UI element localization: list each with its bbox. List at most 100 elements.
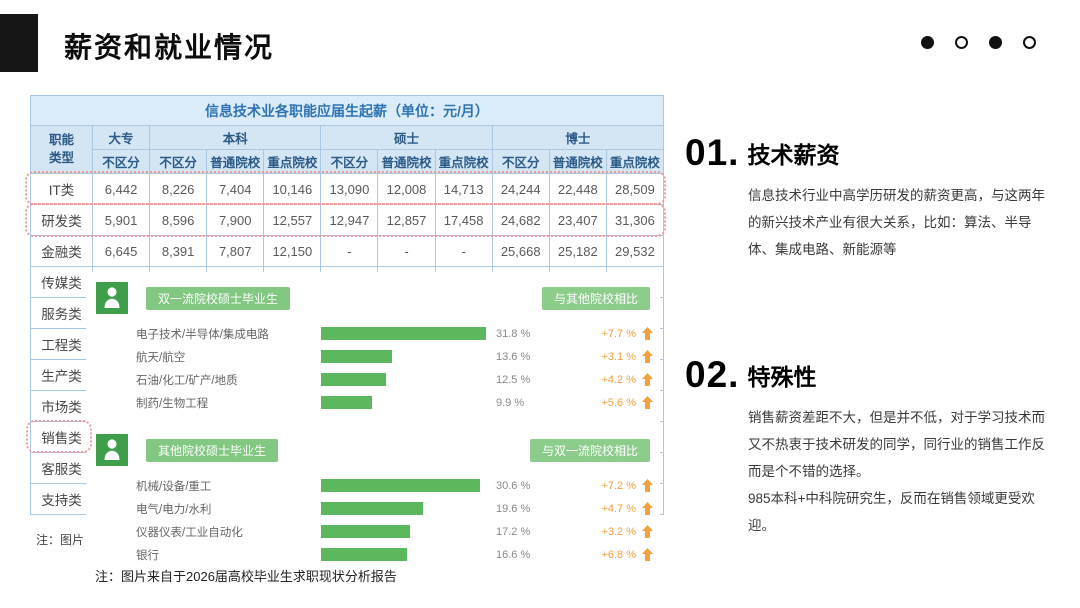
bar-category-label: 制药/生物工程 [136,397,209,410]
job-category-cell: 市场类 [30,390,93,422]
page-dot[interactable] [955,36,968,49]
bar [321,350,392,363]
comparison-chart-panel: 双一流院校硕士毕业生 与其他院校相比 电子技术/半导体/集成电路 31.8 % +7… [86,272,660,562]
bar-track [321,479,496,492]
bar-delta-label: +6.8 % [601,548,636,561]
salary-cell: - [320,235,379,267]
up-arrow-icon [636,479,658,492]
salary-cell: 24,682 [491,204,550,236]
salary-cell: 31,306 [605,204,665,236]
up-arrow-icon [636,350,658,363]
job-category-cell: 服务类 [30,297,93,329]
chart-row: 仪器仪表/工业自动化 17.2 % +3.2 % [86,520,660,543]
bar-delta-label: +4.7 % [601,502,636,515]
salary-cell: 6,645 [91,235,151,267]
point-head: 01. 技术薪资 [685,132,1057,174]
page-dot[interactable] [989,36,1002,49]
bar-delta-label: +3.2 % [601,525,636,538]
chart-row: 电子技术/半导体/集成电路 31.8 % +7.7 % [86,322,660,345]
bar-delta-label: +4.2 % [601,373,636,386]
salary-cell: 22,448 [548,173,607,205]
up-arrow-icon [636,373,658,386]
bar-track [321,548,496,561]
bar [321,525,410,538]
subcolumn-header: 重点院校 [263,149,322,174]
subcolumn-header: 不区分 [491,149,550,174]
chart-row: 银行 16.6 % +6.8 % [86,543,660,566]
bar-track [321,350,496,363]
salary-cell: 12,557 [263,204,322,236]
bar-track [321,373,496,386]
chart-row: 电气/电力/水利 19.6 % +4.7 % [86,497,660,520]
bar-value-label: 31.8 % [496,327,531,340]
point-section-1: 01. 技术薪资 信息技术行业中高学历研发的薪资更高，与这两年的新兴技术产业有很… [685,132,1057,263]
salary-cell: 7,404 [206,173,265,205]
bar-delta-label: +3.1 % [601,350,636,363]
job-category-cell: 生产类 [30,359,93,391]
up-arrow-icon [636,327,658,340]
table-row: IT类 6,442 8,226 7,404 10,146 13,090 12,008 14,7… [30,173,665,205]
bar-track [321,327,496,340]
salary-cell: 12,008 [377,173,436,205]
bar-category-label: 石油/化工/矿产/地质 [136,374,238,387]
up-arrow-icon [636,525,658,538]
subcolumn-header: 不区分 [149,149,208,174]
footnote-partial: 注：图片 [36,533,85,547]
point-body: 销售薪资差距不大，但是并不低，对于学习技术而又不热衷于技术研发的同学，同行业的销… [748,410,1045,533]
salary-cell: 28,509 [605,173,665,205]
point-head: 02. 特殊性 [685,354,1057,396]
bar [321,396,372,409]
bar-value-label: 12.5 % [496,373,531,386]
bar-delta-label: +5.6 % [601,396,636,409]
chart-comparison-label: 与其他院校相比 [541,286,650,310]
up-arrow-icon [636,548,658,561]
page-dot[interactable] [1023,36,1036,49]
bar-category-label: 机械/设备/重工 [136,480,212,493]
job-category-cell: IT类 [30,173,93,205]
salary-cell: 25,668 [491,235,550,267]
up-arrow-icon [636,396,658,409]
chart-group-label: 其他院校硕士毕业生 [146,438,279,462]
salary-cell: 12,150 [263,235,322,267]
chart-header: 其他院校硕士毕业生 与双一流院校相比 [86,424,660,474]
point-number: 01. [685,132,740,173]
subcolumn-header: 普通院校 [548,149,607,174]
up-arrow-icon [636,502,658,515]
chart-group-label: 双一流院校硕士毕业生 [146,286,291,310]
bar-value-label: 13.6 % [496,350,531,363]
point-body: 信息技术行业中高学历研发的薪资更高，与这两年的新兴技术产业有很大关系，比如：算法… [748,188,1045,257]
bar-track [321,502,496,515]
subcolumn-header: 不区分 [91,149,151,174]
chart-row: 机械/设备/重工 30.6 % +7.2 % [86,474,660,497]
bar [321,479,480,492]
salary-cell: 17,458 [434,204,493,236]
bar-value-label: 30.6 % [496,479,531,492]
point-number: 02. [685,354,740,395]
salary-cell: 8,596 [149,204,208,236]
degree-group-header: 大专 [91,125,151,150]
salary-cell: - [434,235,493,267]
degree-group-header: 博士 [491,125,665,150]
bar-value-label: 19.6 % [496,502,531,515]
bar-track [321,525,496,538]
table-row: 研发类 5,901 8,596 7,900 12,557 12,947 12,857 17,4… [30,204,665,236]
bar-delta-label: +7.7 % [601,327,636,340]
job-category-cell: 支持类 [30,483,93,515]
salary-cell: 13,090 [320,173,379,205]
bar [321,548,407,561]
table-title: 信息技术业各职能应届生起薪（单位：元/月） [30,95,664,125]
job-category-cell: 传媒类 [30,266,93,298]
bar-track [321,396,496,409]
page-dot[interactable] [921,36,934,49]
salary-cell: 5,901 [91,204,151,236]
salary-cell: 8,226 [149,173,208,205]
job-category-cell: 销售类 [30,421,93,453]
table-col-header: 职能类型 [30,125,93,174]
subcolumn-header: 重点院校 [434,149,493,174]
point-heading: 特殊性 [747,364,817,390]
salary-cell: 23,407 [548,204,607,236]
subcolumn-header: 普通院校 [206,149,265,174]
bar [321,327,486,340]
chart-header: 双一流院校硕士毕业生 与其他院校相比 [86,272,660,322]
